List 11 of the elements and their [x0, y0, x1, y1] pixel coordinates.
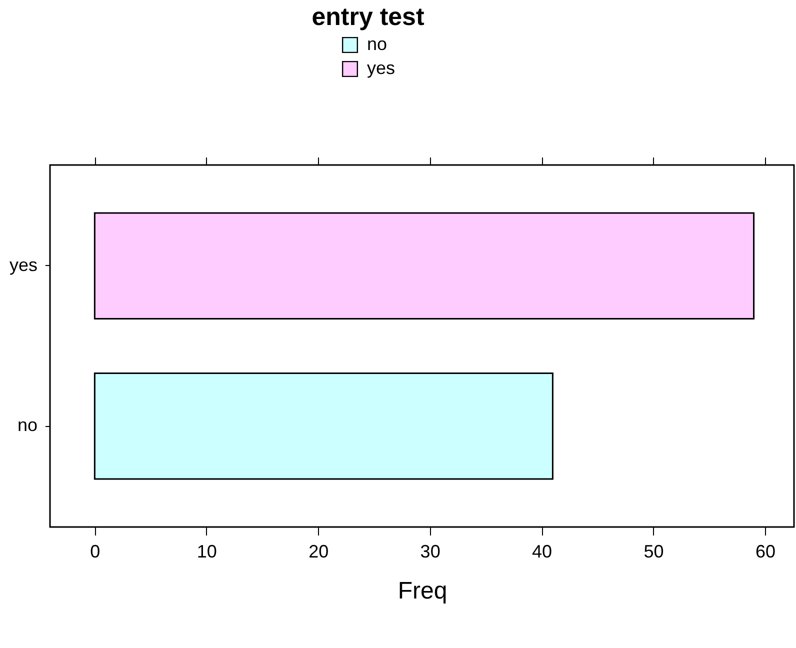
- legend-title: entry test: [312, 3, 425, 31]
- x-tick-label: 0: [90, 542, 100, 562]
- x-tick-label: 40: [532, 542, 552, 562]
- x-tick-label: 30: [420, 542, 440, 562]
- legend-label: yes: [367, 58, 396, 78]
- legend-label: no: [367, 34, 388, 54]
- x-tick-label: 60: [755, 542, 776, 562]
- x-tick-label: 50: [644, 542, 664, 562]
- x-axis-title: Freq: [398, 578, 448, 604]
- x-tick-label: 10: [196, 542, 217, 562]
- x-tick-label: 20: [308, 542, 329, 562]
